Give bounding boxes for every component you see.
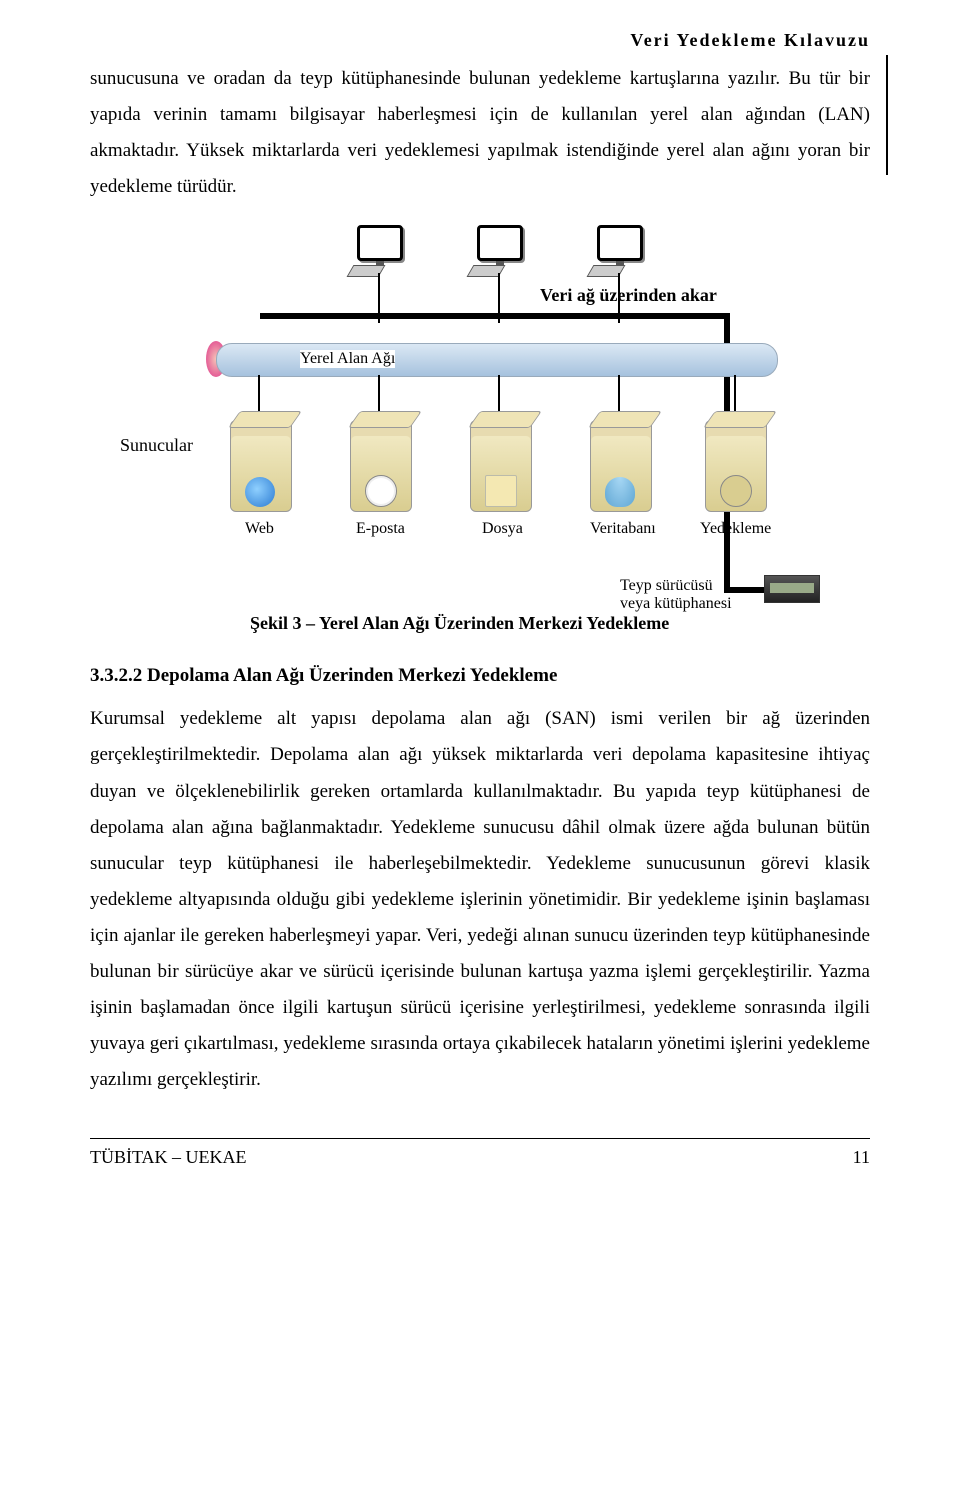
lan-label: Yerel Alan Ağı bbox=[300, 350, 395, 368]
page-footer: TÜBİTAK – UEKAE 11 bbox=[90, 1139, 870, 1168]
subheading-3322: 3.3.2.2 Depolama Alan Ağı Üzerinden Merk… bbox=[90, 665, 870, 687]
server-veritabani-icon bbox=[590, 420, 652, 512]
tape-label: veya kütüphanesi bbox=[620, 595, 732, 613]
figure-3-wrap: Veri ağ üzerinden akar Yerel Alan Ağı Su… bbox=[90, 225, 870, 645]
server-label: Veritabanı bbox=[590, 520, 656, 538]
flow-label: Veri ağ üzerinden akar bbox=[540, 285, 717, 306]
workstation-icon bbox=[590, 225, 650, 277]
revision-mark bbox=[886, 55, 888, 175]
cable bbox=[378, 375, 380, 415]
tape-label: Teyp sürücüsü bbox=[620, 577, 713, 595]
page-header: Veri Yedekleme Kılavuzu bbox=[90, 30, 870, 51]
cable bbox=[734, 375, 736, 415]
workstation-icon bbox=[350, 225, 410, 277]
cable bbox=[258, 375, 260, 415]
server-web-icon bbox=[230, 420, 292, 512]
server-yedekleme-icon bbox=[705, 420, 767, 512]
footer-left: TÜBİTAK – UEKAE bbox=[90, 1147, 247, 1168]
server-label: Yedekleme bbox=[700, 520, 771, 538]
cable bbox=[618, 375, 620, 415]
figure-3: Veri ağ üzerinden akar Yerel Alan Ağı Su… bbox=[120, 225, 840, 645]
server-label: Dosya bbox=[482, 520, 523, 538]
tape-drive-icon bbox=[764, 575, 820, 603]
server-eposta-icon bbox=[350, 420, 412, 512]
footer-page-number: 11 bbox=[853, 1147, 870, 1168]
workstation-icon bbox=[470, 225, 530, 277]
cable bbox=[498, 375, 500, 415]
server-label: Web bbox=[245, 520, 274, 538]
paragraph-2: Kurumsal yedekleme alt yapısı depolama a… bbox=[90, 701, 870, 1098]
server-label: E-posta bbox=[356, 520, 405, 538]
page: Veri Yedekleme Kılavuzu sunucusuna ve or… bbox=[0, 0, 960, 1511]
sunucular-label: Sunucular bbox=[120, 435, 193, 456]
figure-caption: Şekil 3 – Yerel Alan Ağı Üzerinden Merke… bbox=[250, 613, 669, 634]
data-bus bbox=[724, 587, 764, 593]
server-dosya-icon bbox=[470, 420, 532, 512]
paragraph-1: sunucusuna ve oradan da teyp kütüphanesi… bbox=[90, 61, 870, 205]
data-bus bbox=[260, 313, 730, 319]
